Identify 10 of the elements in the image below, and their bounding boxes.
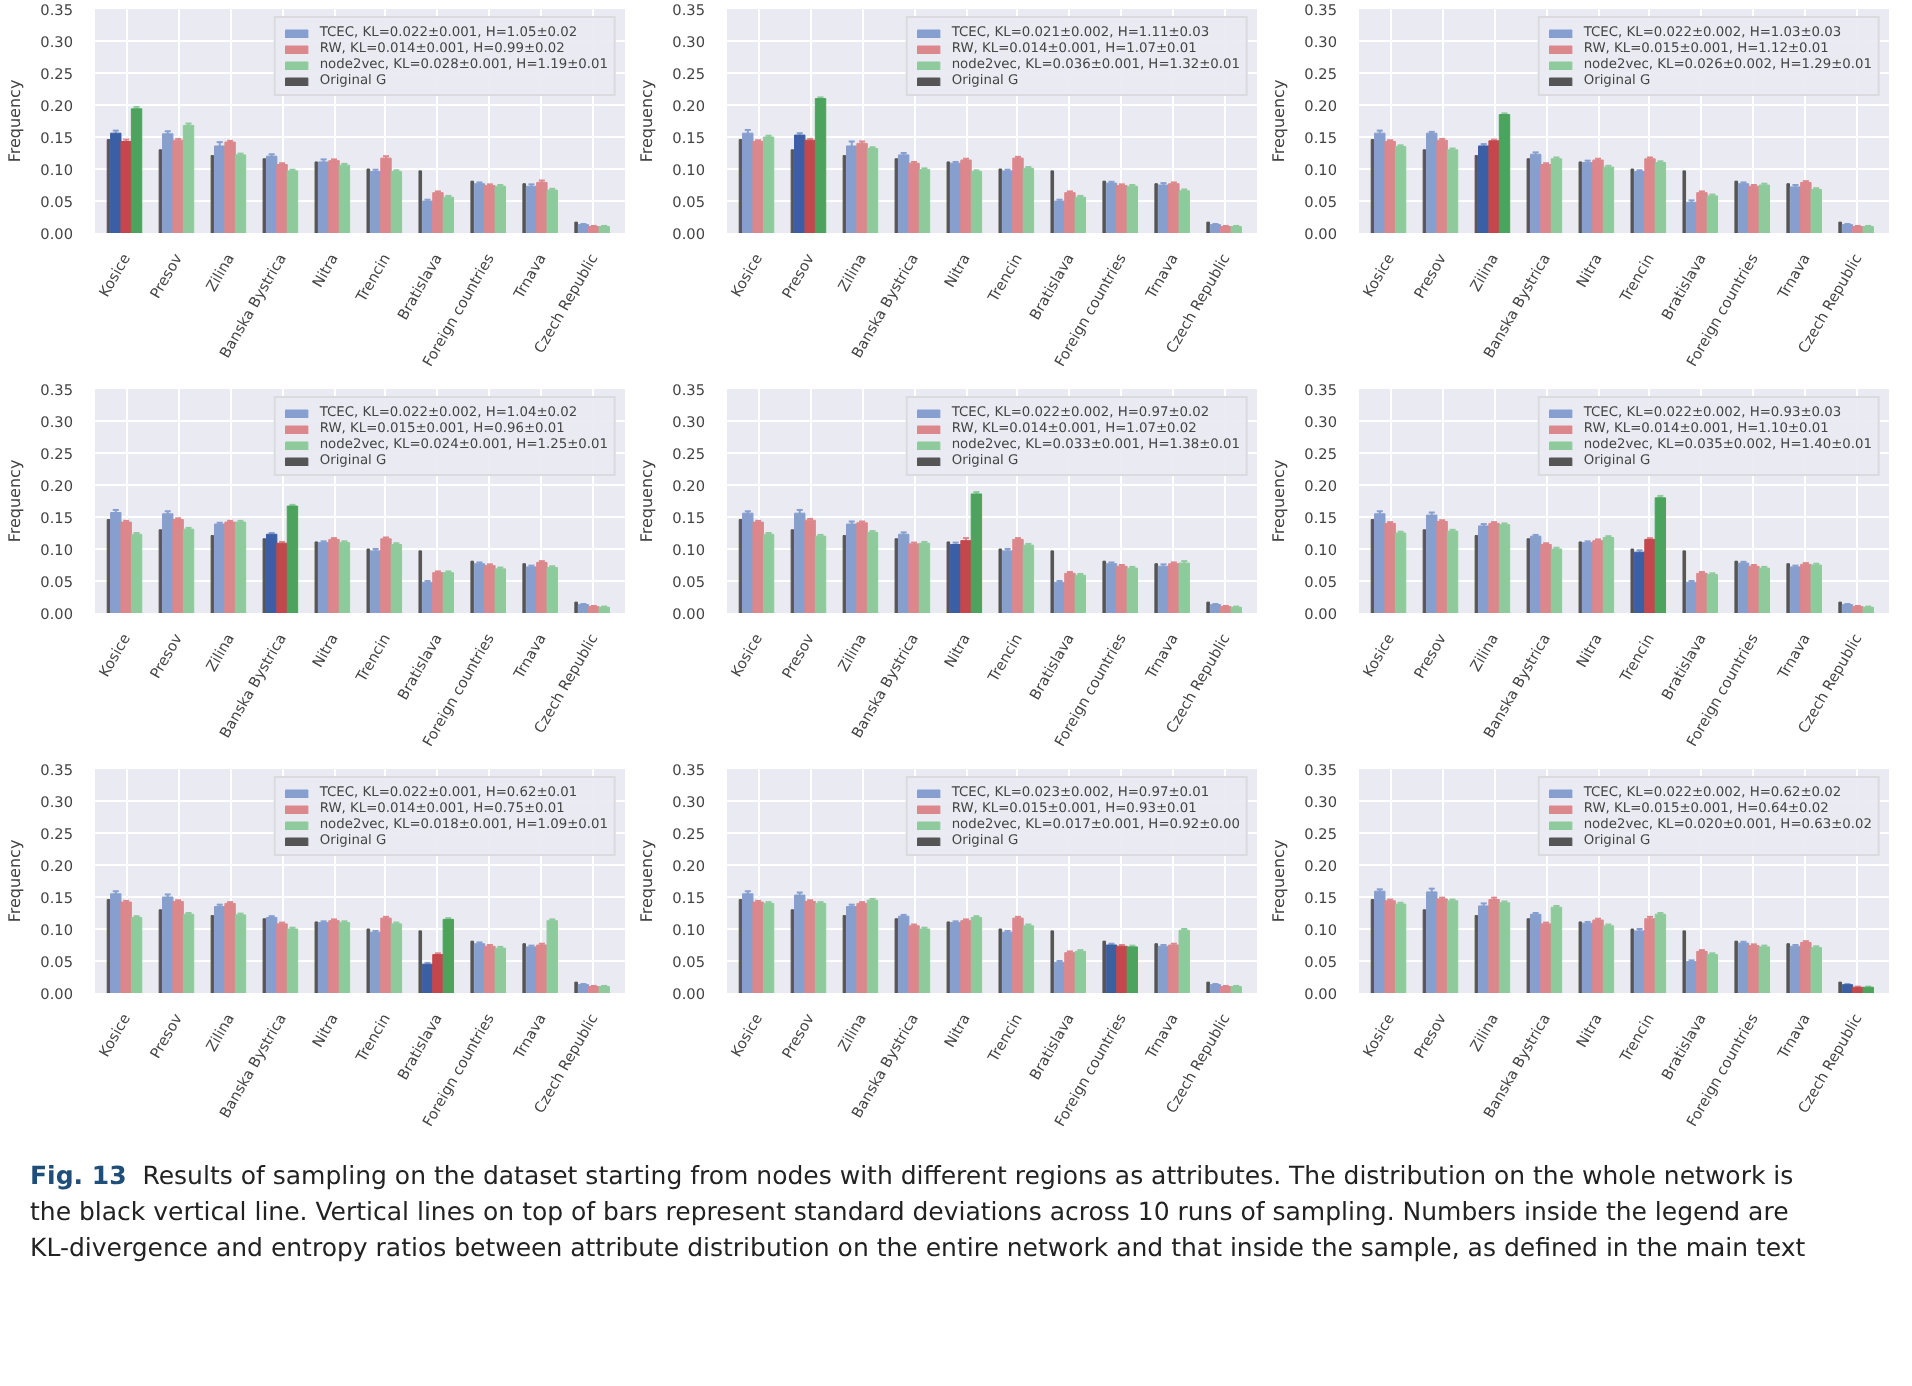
y-axis-title: Frequency xyxy=(6,459,25,543)
caption: Fig. 13 xyxy=(30,1160,127,1190)
y-axis-title: Frequency xyxy=(638,459,657,543)
y-axis-title: Frequency xyxy=(638,79,657,163)
y-axis-title: Frequency xyxy=(1270,839,1289,923)
y-axis-title: Frequency xyxy=(1270,79,1289,163)
y-axis-title: Frequency xyxy=(1270,459,1289,543)
y-axis-title: Frequency xyxy=(638,839,657,923)
y-axis-title: Frequency xyxy=(6,79,25,163)
y-axis-title: Frequency xyxy=(6,839,25,923)
